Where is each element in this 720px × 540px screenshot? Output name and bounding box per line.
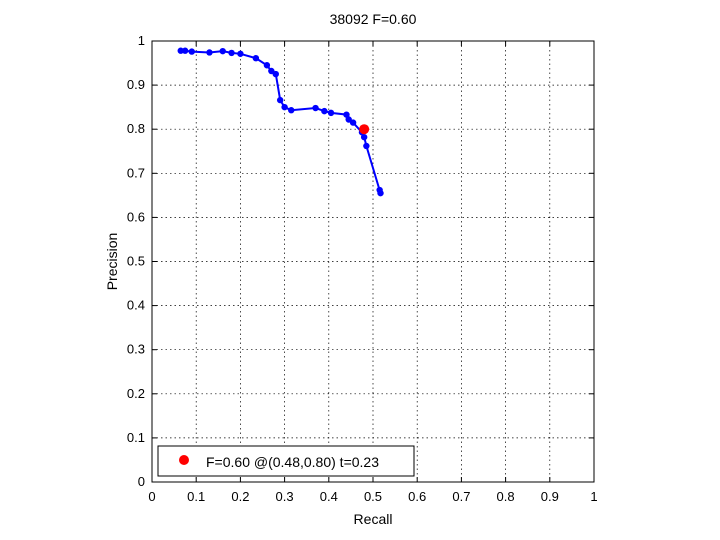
grid — [152, 41, 594, 482]
data-point — [327, 109, 335, 117]
y-tick-label: 0.7 — [127, 165, 145, 180]
y-tick-label: 1 — [138, 33, 145, 48]
data-point — [276, 96, 284, 104]
data-point — [363, 142, 370, 150]
data-point — [272, 70, 279, 78]
data-point — [288, 107, 295, 114]
legend-box — [157, 445, 415, 477]
data-point — [349, 119, 357, 126]
y-tick-label: 0.5 — [127, 254, 145, 269]
axes: 0 0.1 0.2 0.3 0.4 0.5 0.6 0.7 0.8 0.9 1 0 0.1 0.2 0.3 0… — [127, 33, 598, 504]
x-tick-label: 0.3 — [276, 489, 294, 504]
x-tick-label: 0.4 — [320, 489, 338, 504]
data-point — [206, 49, 213, 56]
x-tick-label: 0.2 — [231, 489, 249, 504]
y-tick-label: 0 — [138, 474, 145, 489]
data-point — [177, 47, 184, 54]
y-tick-label: 0.2 — [127, 386, 145, 401]
data-point — [219, 47, 226, 55]
y-axis-label: Precision — [104, 233, 120, 291]
data-point — [281, 103, 288, 111]
y-tick-label: 0.8 — [127, 121, 145, 136]
x-tick-label: 0.8 — [497, 489, 515, 504]
x-tick-label: 0 — [148, 489, 155, 504]
y-tick-label: 0.6 — [127, 209, 145, 224]
chart-title: 38092 F=0.60 — [330, 11, 417, 27]
y-tick-label: 0.4 — [127, 298, 145, 313]
y-tick-label: 0.3 — [127, 342, 145, 357]
x-tick-label: 0.9 — [541, 489, 559, 504]
x-tick-label: 0.6 — [408, 489, 426, 504]
x-tick-label: 0.7 — [452, 489, 470, 504]
data-point — [237, 50, 244, 57]
data-point — [228, 49, 235, 57]
data-point — [312, 104, 319, 112]
data-point — [181, 47, 189, 54]
legend: F=0.60 @(0.48,0.80) t=0.23 — [157, 445, 415, 477]
x-tick-label: 0.1 — [187, 489, 205, 504]
data-point — [360, 133, 368, 141]
data-point — [343, 111, 350, 118]
x-tick-label: 0.5 — [364, 489, 382, 504]
data-point — [321, 107, 328, 115]
legend-text: F=0.60 @(0.48,0.80) t=0.23 — [206, 454, 379, 470]
data-point — [188, 48, 195, 55]
x-tick-label: 1 — [590, 489, 597, 504]
data-point — [263, 62, 271, 69]
y-tick-label: 0.9 — [127, 77, 145, 92]
y-tick-label: 0.1 — [127, 430, 145, 445]
data-point — [252, 54, 260, 62]
series-layer — [177, 47, 384, 197]
best-f-point — [359, 124, 370, 135]
legend-marker — [179, 455, 189, 465]
data-point — [377, 189, 384, 197]
x-axis-label: Recall — [354, 511, 393, 527]
